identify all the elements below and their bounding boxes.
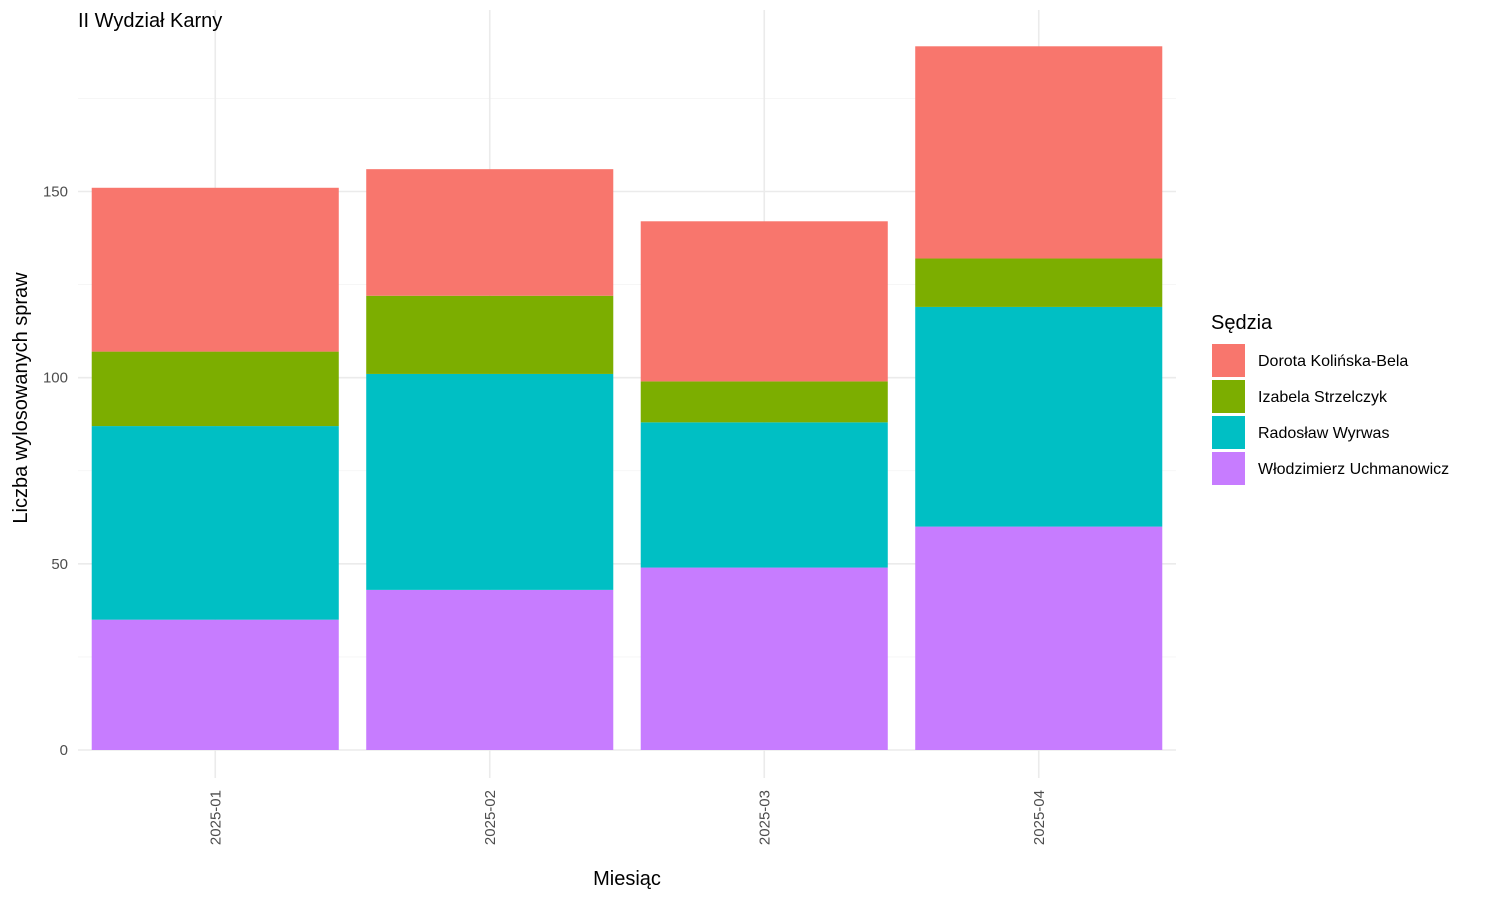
- x-tick-label: 2025-02: [482, 790, 499, 845]
- bar-segment: [91, 351, 339, 427]
- bar-segment: [91, 426, 339, 620]
- bar-segment: [366, 295, 614, 374]
- legend-label: Radosław Wyrwas: [1258, 425, 1389, 442]
- legend-key: [1212, 380, 1245, 413]
- x-axis-ticks: 2025-01 2025-02 2025-03 2025-04: [207, 790, 1048, 845]
- bar-segment: [366, 589, 614, 750]
- legend: Sędzia Dorota Kolińska-Bela Izabela Strze…: [1211, 312, 1449, 485]
- bar-segment: [640, 381, 888, 423]
- legend-label: Dorota Kolińska-Bela: [1258, 353, 1408, 370]
- y-tick-label: 0: [60, 742, 68, 759]
- legend-key: [1212, 416, 1245, 449]
- y-axis-title: Liczba wylosowanych spraw: [10, 272, 32, 524]
- legend-label: Izabela Strzelczyk: [1258, 389, 1388, 406]
- chart-title: II Wydział Karny: [78, 10, 222, 32]
- legend-title: Sędzia: [1211, 312, 1273, 334]
- bar-segment: [915, 306, 1163, 527]
- x-tick-label: 2025-03: [756, 790, 773, 845]
- y-axis-ticks: 0 50 100 150: [43, 184, 68, 760]
- bar-segment: [915, 46, 1163, 259]
- bar-segment: [91, 619, 339, 750]
- legend-key: [1212, 344, 1245, 377]
- bar-segment: [91, 187, 339, 352]
- legend-key: [1212, 452, 1245, 485]
- y-tick-label: 150: [43, 184, 68, 201]
- bar-segment: [640, 422, 888, 568]
- x-axis-title: Miesiąc: [593, 868, 661, 890]
- bar-segment: [915, 526, 1163, 750]
- x-tick-label: 2025-01: [207, 790, 224, 845]
- legend-label: Włodzimierz Uchmanowicz: [1258, 461, 1449, 478]
- bar-segment: [366, 169, 614, 296]
- y-tick-label: 100: [43, 370, 68, 387]
- x-tick-label: 2025-04: [1031, 790, 1048, 845]
- bar-segment: [366, 373, 614, 590]
- bar-segment: [915, 258, 1163, 307]
- bar-segment: [640, 567, 888, 750]
- bar-segment: [640, 221, 888, 382]
- bars: [91, 46, 1163, 750]
- y-tick-label: 50: [51, 556, 68, 573]
